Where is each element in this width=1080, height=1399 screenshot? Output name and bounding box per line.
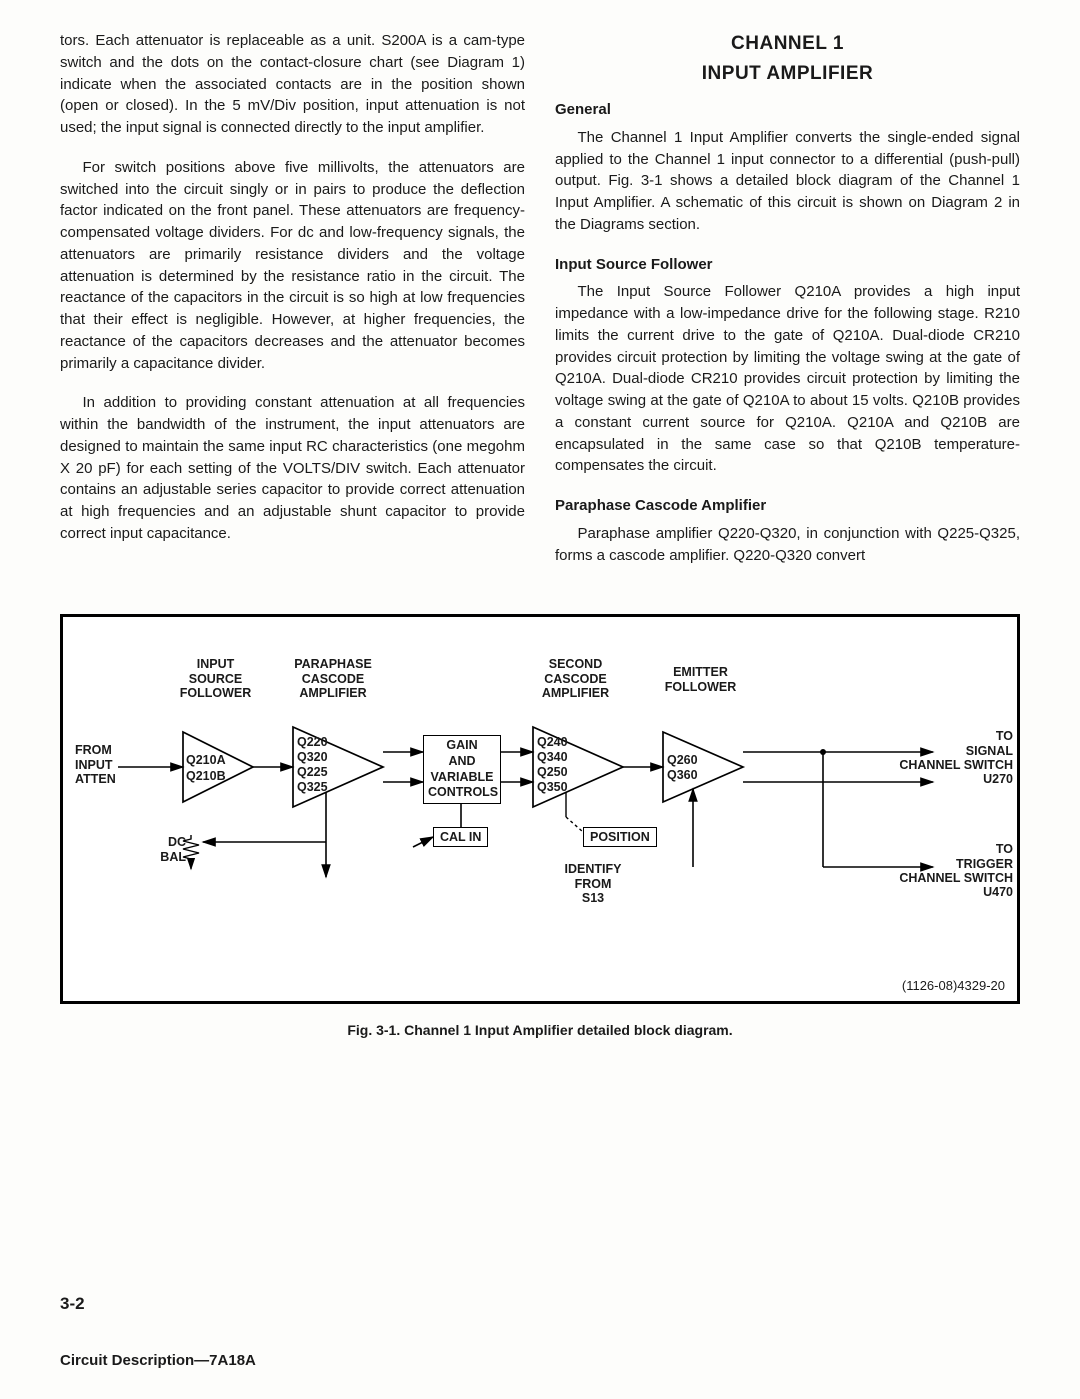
label-q240: Q240Q340Q250Q350 [537,735,587,795]
footer-text: Circuit Description—7A18A [60,1352,256,1369]
para-1: tors. Each attenuator is replaceable as … [60,30,525,139]
right-column: CHANNEL 1 INPUT AMPLIFIER General The Ch… [555,30,1020,584]
label-q210a: Q210A [186,753,241,767]
figure-caption: Fig. 3-1. Channel 1 Input Amplifier deta… [60,1022,1020,1038]
para-general: The Channel 1 Input Amplifier converts t… [555,127,1020,236]
heading-pca: Paraphase Cascode Amplifier [555,495,1020,517]
label-ef: EMITTERFOLLOWER [653,665,748,694]
label-to-signal: TOSIGNALCHANNEL SWITCHU270 [858,729,1013,787]
heading-isf: Input Source Follower [555,254,1020,276]
para-2: For switch positions above five millivol… [60,157,525,375]
label-sca: SECONDCASCODEAMPLIFIER [528,657,623,700]
section-title-2: INPUT AMPLIFIER [555,60,1020,88]
left-column: tors. Each attenuator is replaceable as … [60,30,525,584]
page-number: 3-2 [60,1294,85,1314]
block-diagram: INPUTSOURCEFOLLOWER PARAPHASECASCODEAMPL… [60,614,1020,1004]
label-dc-bal: DCBAL [151,835,186,864]
label-q210b: Q210B [186,769,241,783]
label-q260: Q260Q360 [667,753,717,783]
diagram-id: (1126-08)4329-20 [902,978,1005,993]
label-isf: INPUTSOURCEFOLLOWER [168,657,263,700]
box-cal-in: CAL IN [433,827,488,847]
label-from-input: FROMINPUTATTEN [75,743,130,786]
label-identify: IDENTIFYFROMS13 [553,862,633,905]
label-pca: PARAPHASECASCODEAMPLIFIER [283,657,383,700]
para-isf: The Input Source Follower Q210A provides… [555,281,1020,477]
label-to-trigger: TOTRIGGERCHANNEL SWITCHU470 [858,842,1013,900]
section-title-1: CHANNEL 1 [555,30,1020,58]
heading-general: General [555,99,1020,121]
para-3: In addition to providing constant attenu… [60,392,525,544]
box-position: POSITION [583,827,657,847]
box-gain: GAINANDVARIABLECONTROLS [423,735,501,804]
para-pca: Paraphase amplifier Q220-Q320, in conjun… [555,523,1020,567]
label-q220: Q220Q320Q225Q325 [297,735,347,795]
